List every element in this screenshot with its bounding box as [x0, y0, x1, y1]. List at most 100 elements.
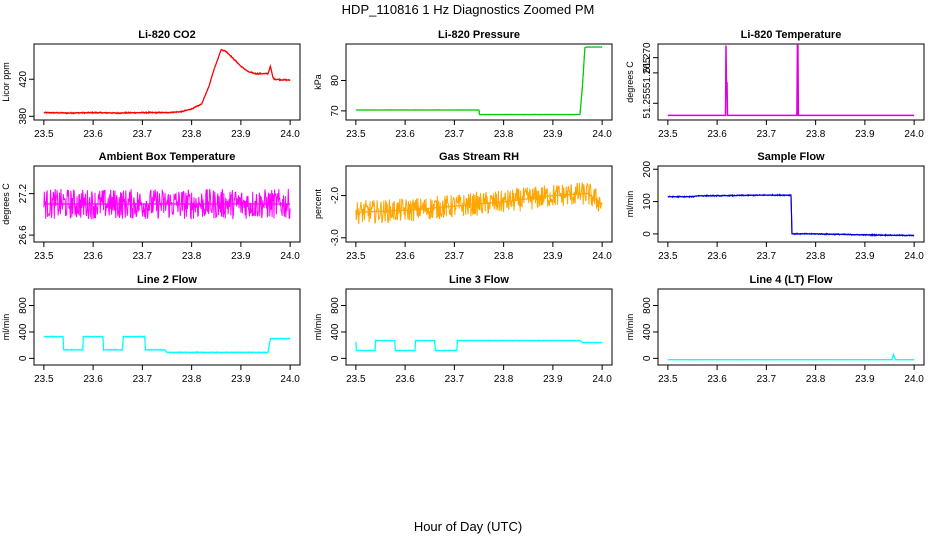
x-tick-label: 23.9	[543, 129, 563, 140]
y-tick-label: 200	[642, 160, 653, 177]
x-tick-label: 24.0	[904, 374, 924, 385]
panels: Li-820 CO2 23.5 23.6 23.7 23.8 23.9 24.0 380 420…	[1, 29, 925, 385]
panel-frame	[345, 288, 613, 366]
series-line	[355, 182, 603, 225]
x-tick-label: 23.9	[855, 374, 875, 385]
y-tick-label: 51.255	[642, 88, 653, 119]
x-tick-label: 23.7	[445, 251, 465, 262]
panel-temperature: Li-820 Temperature 23.5 23.6 23.7 23.8 23.9 24…	[625, 29, 925, 140]
panel-frame	[33, 288, 301, 366]
y-axis-label: kPa	[313, 74, 323, 90]
x-tick-label: 23.5	[34, 374, 54, 385]
x-tick-label: 23.7	[757, 129, 777, 140]
x-tick-label: 23.7	[445, 374, 465, 385]
y-tick-label: 800	[642, 297, 653, 314]
x-tick-label: 23.8	[494, 374, 514, 385]
panel-frame	[33, 165, 301, 243]
y-tick-label: 70	[330, 105, 341, 117]
x-tick-label: 23.7	[133, 251, 153, 262]
x-tick-label: 23.8	[806, 129, 826, 140]
y-tick-label: 51.265	[642, 57, 653, 88]
y-tick-label: -3.0	[330, 229, 341, 247]
y-axis-label: ml/min	[625, 314, 635, 341]
series-line	[43, 188, 291, 220]
y-axis-label: degrees C	[1, 183, 11, 225]
x-tick-label: 23.7	[757, 374, 777, 385]
series-trend-line	[43, 336, 291, 353]
figure-title: HDP_110816 1 Hz Diagnostics Zoomed PM	[342, 2, 595, 17]
y-tick-label: 400	[330, 323, 341, 340]
x-tick-label: 23.6	[395, 374, 415, 385]
series-line	[667, 44, 915, 117]
panel-frame	[345, 165, 613, 243]
panel-frame	[657, 43, 925, 121]
x-tick-label: 23.7	[133, 374, 153, 385]
x-tick-label: 24.0	[592, 374, 612, 385]
x-tick-label: 23.9	[231, 374, 251, 385]
x-tick-label: 23.8	[182, 251, 202, 262]
panel-frame	[345, 43, 613, 121]
panel-frame	[33, 43, 301, 121]
x-tick-label: 23.8	[806, 251, 826, 262]
y-axis-label: percent	[313, 188, 323, 219]
x-tick-label: 23.9	[543, 251, 563, 262]
series-trend-line	[43, 48, 291, 114]
y-tick-label: 420	[18, 70, 29, 87]
x-tick-label: 24.0	[280, 374, 300, 385]
x-tick-label: 23.5	[346, 374, 366, 385]
y-tick-label: 0	[642, 355, 653, 361]
panel-line3: Line 3 Flow 23.5 23.6 23.7 23.8 23.9 24.0 0 400 8…	[313, 274, 613, 385]
panel-line2: Line 2 Flow 23.5 23.6 23.7 23.8 23.9 24.0 0 400 8…	[1, 274, 301, 385]
y-tick-label: 400	[642, 323, 653, 340]
y-tick-label: 800	[330, 297, 341, 314]
panel-title: Line 2 Flow	[137, 274, 197, 286]
series-line	[355, 46, 603, 116]
x-tick-label: 23.6	[83, 251, 103, 262]
x-tick-label: 23.9	[855, 251, 875, 262]
x-tick-label: 24.0	[280, 129, 300, 140]
panel-ambient: Ambient Box Temperature 23.5 23.6 23.7 23.8 2…	[1, 151, 301, 262]
panel-title: Li-820 Temperature	[741, 29, 842, 41]
y-tick-label: 400	[18, 323, 29, 340]
x-tick-label: 23.9	[231, 129, 251, 140]
y-axis-label: ml/min	[625, 191, 635, 218]
panel-sample: Sample Flow 23.5 23.6 23.7 23.8 23.9 24.0 0 100 2…	[625, 151, 925, 262]
x-tick-label: 23.6	[707, 251, 727, 262]
x-tick-label: 23.6	[83, 374, 103, 385]
panel-frame	[657, 165, 925, 243]
x-tick-label: 23.6	[707, 374, 727, 385]
figure-xlabel: Hour of Day (UTC)	[414, 519, 522, 534]
x-tick-label: 23.5	[658, 129, 678, 140]
x-tick-label: 23.9	[231, 251, 251, 262]
series-line	[43, 334, 291, 355]
y-tick-label: 80	[330, 74, 341, 86]
panel-title: Line 3 Flow	[449, 274, 509, 286]
x-tick-label: 23.7	[445, 129, 465, 140]
y-axis-label: degrees C	[625, 61, 635, 103]
y-tick-label: 26.6	[18, 225, 29, 245]
x-tick-label: 23.6	[395, 251, 415, 262]
x-tick-label: 23.6	[395, 129, 415, 140]
x-tick-label: 23.7	[133, 129, 153, 140]
x-tick-label: 23.5	[658, 374, 678, 385]
y-tick-label: 0	[642, 231, 653, 237]
panel-frame	[657, 288, 925, 366]
y-tick-label: 51.270	[642, 42, 653, 73]
y-axis-label: ml/min	[313, 314, 323, 341]
series-trend-line	[355, 192, 603, 213]
x-tick-label: 23.8	[182, 374, 202, 385]
x-tick-label: 23.8	[182, 129, 202, 140]
x-tick-label: 24.0	[904, 251, 924, 262]
x-tick-label: 23.5	[346, 129, 366, 140]
panel-co2: Li-820 CO2 23.5 23.6 23.7 23.8 23.9 24.0 380 420…	[1, 29, 301, 140]
x-tick-label: 23.6	[707, 129, 727, 140]
series-line	[355, 339, 603, 352]
y-axis-label: Licor ppm	[1, 62, 11, 102]
panel-title: Li-820 Pressure	[438, 29, 520, 41]
panel-title: Ambient Box Temperature	[99, 151, 236, 163]
x-tick-label: 23.5	[34, 251, 54, 262]
x-tick-label: 23.5	[34, 129, 54, 140]
y-axis-label: ml/min	[1, 314, 11, 341]
y-tick-label: 27.2	[18, 183, 29, 203]
